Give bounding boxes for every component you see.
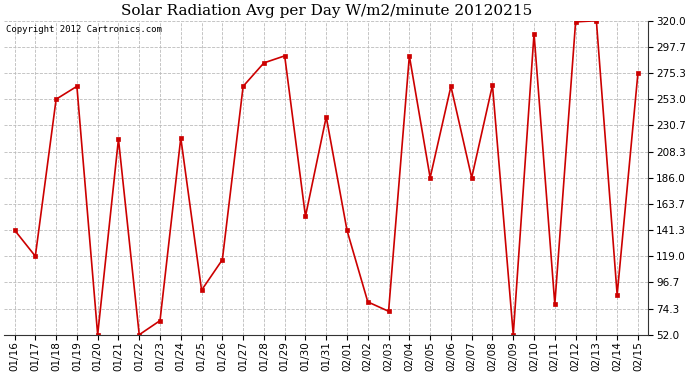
Title: Solar Radiation Avg per Day W/m2/minute 20120215: Solar Radiation Avg per Day W/m2/minute …: [121, 4, 532, 18]
Text: Copyright 2012 Cartronics.com: Copyright 2012 Cartronics.com: [6, 26, 162, 34]
